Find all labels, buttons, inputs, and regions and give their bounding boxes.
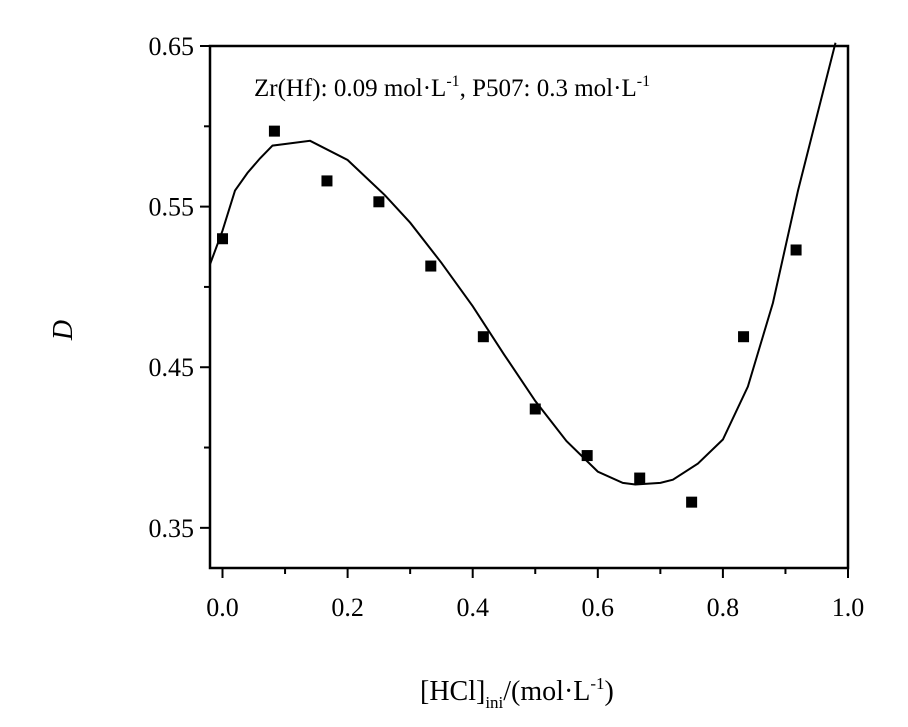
y-tick-label: 0.65: [149, 32, 195, 61]
x-axis-label: [HCl]ini/(mol·L-1): [420, 674, 614, 712]
data-point-marker: [686, 496, 698, 508]
chart-annotation: Zr(Hf): 0.09 mol·L-1, P507: 0.3 mol·L-1: [254, 73, 650, 102]
data-point-marker: [738, 331, 750, 343]
data-point-marker: [373, 196, 385, 208]
data-point-marker: [634, 472, 646, 484]
fit-curve: [209, 42, 837, 486]
x-tick-label: 0.0: [206, 593, 239, 622]
tick-labels: 0.0 0.2 0.4 0.6 0.8 1.0 0.35 0.45 0.55 0.65: [149, 32, 865, 622]
data-point-marker: [581, 450, 593, 462]
x-tick-label: 0.6: [582, 593, 615, 622]
x-tick-label: 0.8: [707, 593, 740, 622]
data-points: [217, 125, 802, 508]
data-point-marker: [425, 260, 437, 272]
data-point-marker: [217, 233, 229, 245]
x-tick-label: 0.4: [456, 593, 489, 622]
data-point-marker: [790, 244, 802, 256]
x-tick-label: 1.0: [832, 593, 865, 622]
y-tick-label: 0.55: [149, 193, 195, 222]
y-tick-label: 0.45: [149, 353, 195, 382]
y-axis-label: D: [48, 320, 79, 341]
y-tick-label: 0.35: [149, 514, 195, 543]
data-point-marker: [477, 331, 489, 343]
tick-marks: [200, 45, 849, 578]
data-point-marker: [529, 403, 541, 415]
data-point-marker: [268, 125, 280, 137]
plot-frame: [208, 44, 850, 570]
data-point-marker: [321, 175, 333, 187]
x-tick-label: 0.2: [331, 593, 364, 622]
